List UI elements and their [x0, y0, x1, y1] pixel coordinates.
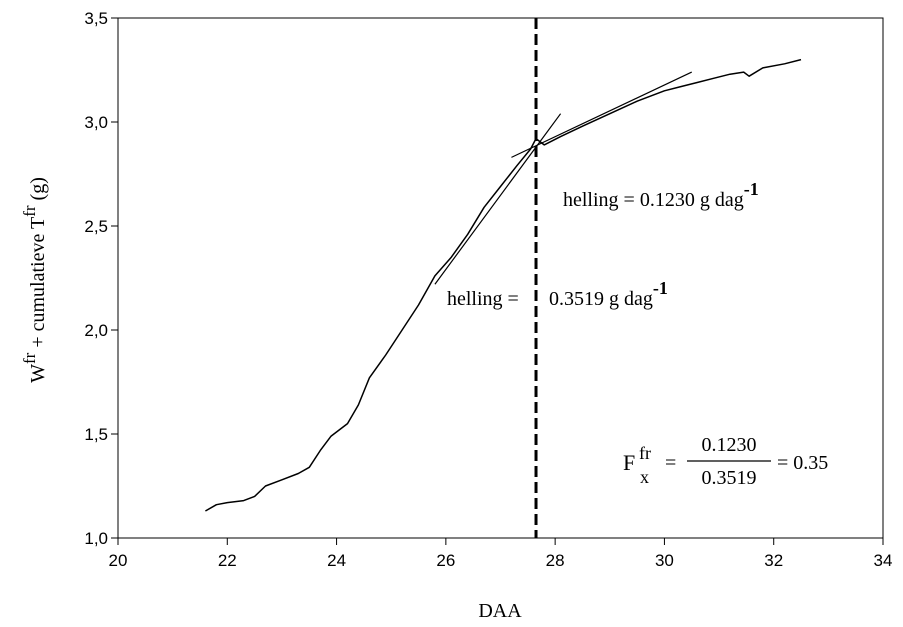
y-tick-label: 2,5	[84, 217, 108, 236]
y-tick-label: 3,0	[84, 113, 108, 132]
formula-lhs-sub: x	[640, 467, 649, 487]
y-tick-label: 3,5	[84, 9, 108, 28]
x-tick-label: 34	[874, 551, 893, 570]
slope-annotation-shallow: helling = 0.1230 g dag-1	[563, 179, 759, 211]
x-tick-label: 20	[109, 551, 128, 570]
x-tick-label: 24	[327, 551, 346, 570]
formula-denominator: 0.3519	[702, 467, 757, 489]
axis-ticks: 20 22 24 26 28 30 32 34 1,0 1,5 2,0 2,5 3,0 3,5	[84, 9, 892, 570]
y-tick-label: 1,0	[84, 529, 108, 548]
x-tick-label: 22	[218, 551, 237, 570]
formula-lhs: F	[623, 450, 635, 475]
tangent-line-shallow	[511, 71, 693, 158]
slope-annotation-steep-value: 0.3519 g dag-1	[549, 278, 668, 310]
y-tick-label: 1,5	[84, 425, 108, 444]
formula-lhs-sup: fr	[639, 443, 651, 463]
x-tick-label: 26	[436, 551, 455, 570]
x-tick-label: 28	[546, 551, 565, 570]
plot-area	[117, 17, 884, 539]
x-tick-label: 30	[655, 551, 674, 570]
y-tick-label: 2,0	[84, 321, 108, 340]
slope-annotation-steep-label: helling =	[447, 288, 519, 310]
fraction-formula: F fr x = 0.1230 0.3519 = 0.35	[623, 434, 828, 489]
tangent-line-steep	[434, 113, 562, 285]
y-axis-label: Wfr + cumulatieve Tfr (g)	[20, 177, 49, 383]
x-tick-label: 32	[764, 551, 783, 570]
formula-result: = 0.35	[777, 452, 828, 474]
formula-equals: =	[665, 452, 676, 474]
formula-numerator: 0.1230	[702, 434, 757, 456]
x-axis-label: DAA	[478, 600, 522, 622]
data-series-line	[205, 58, 802, 512]
